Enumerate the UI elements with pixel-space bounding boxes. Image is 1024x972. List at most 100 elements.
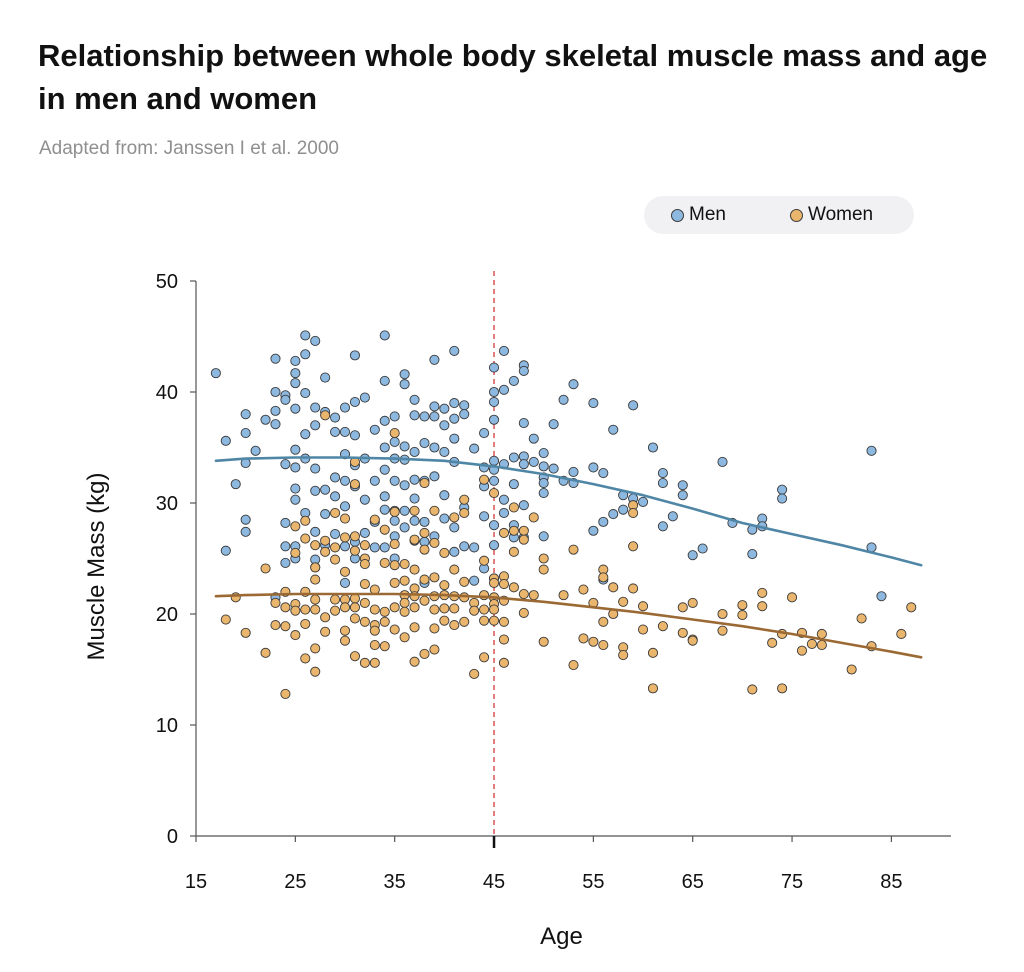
men-point <box>538 461 549 472</box>
women-point <box>280 688 291 699</box>
men-point <box>479 428 490 439</box>
women-point <box>300 653 311 664</box>
men-point <box>608 509 619 520</box>
men-point <box>339 402 351 413</box>
men-point <box>399 369 410 380</box>
men-point <box>320 484 331 495</box>
men-point <box>488 386 500 398</box>
women-point <box>290 630 301 641</box>
men-point <box>429 354 440 365</box>
men-point <box>310 335 321 346</box>
men-point <box>389 515 400 526</box>
women-point <box>379 616 390 627</box>
women-point <box>310 574 321 585</box>
women-point <box>260 647 271 658</box>
men-point <box>290 494 301 505</box>
women-point <box>598 640 609 651</box>
women-point <box>469 668 480 679</box>
men-point <box>330 412 341 423</box>
men-point <box>240 514 251 525</box>
men-point <box>488 362 500 373</box>
women-trendline <box>214 592 923 659</box>
men-point <box>280 541 291 552</box>
men-point <box>409 446 420 457</box>
women-point <box>687 597 698 608</box>
women-point <box>320 612 331 623</box>
men-point <box>588 462 599 473</box>
men-point <box>488 396 500 408</box>
women-point <box>310 594 321 605</box>
men-point <box>320 372 331 383</box>
women-point <box>290 605 301 616</box>
men-point <box>429 411 440 422</box>
x-tick-label: 45 <box>483 871 505 893</box>
women-point <box>508 502 519 513</box>
men-point <box>320 509 331 520</box>
women-point <box>449 620 460 631</box>
women-point <box>280 602 291 613</box>
men-point <box>339 577 351 588</box>
men-point <box>270 386 281 398</box>
women-point <box>409 564 420 575</box>
women-point <box>498 578 510 590</box>
men-point <box>647 442 659 453</box>
women-point <box>508 525 519 536</box>
women-point <box>479 474 490 485</box>
men-point <box>777 484 788 495</box>
men-point <box>528 456 539 467</box>
women-point <box>488 577 500 588</box>
women-point <box>757 601 768 612</box>
men-point <box>369 542 380 553</box>
men-point <box>449 413 460 424</box>
women-point <box>816 628 827 640</box>
women-point <box>359 657 370 668</box>
women-point <box>349 545 360 556</box>
women-point <box>379 641 390 652</box>
women-point <box>339 513 351 524</box>
women-point <box>359 616 370 627</box>
axis-labels: 15 25 35 45 55 65 75 85 0 10 20 30 40 50 Age Muscle Mas… <box>83 271 903 950</box>
women-point <box>429 623 440 634</box>
men-point <box>667 511 678 522</box>
x-tick-label: 15 <box>185 871 207 893</box>
women-point <box>419 477 430 489</box>
women-point <box>300 515 311 526</box>
men-point <box>449 398 460 409</box>
men-point <box>399 522 410 533</box>
women-point <box>419 595 430 606</box>
women-point <box>618 650 629 661</box>
women-point <box>300 604 311 615</box>
men-point <box>409 410 420 421</box>
women-point <box>608 582 619 593</box>
x-tick-label: 25 <box>284 871 306 893</box>
men-point <box>240 409 251 420</box>
women-point <box>677 627 688 638</box>
women-point <box>558 590 569 601</box>
women-point <box>568 660 579 671</box>
y-tick-label: 0 <box>167 826 178 848</box>
women-point <box>647 647 659 658</box>
women-point <box>409 534 420 545</box>
women-point <box>647 683 659 694</box>
men-point <box>449 522 460 533</box>
women-point <box>498 634 510 645</box>
men-point <box>389 436 400 448</box>
men-point <box>290 462 301 473</box>
men-point <box>469 443 480 454</box>
men-point <box>628 400 639 411</box>
men-point <box>429 442 440 453</box>
men-point <box>508 452 519 463</box>
men-point <box>429 401 440 412</box>
chart-axes <box>190 280 951 848</box>
men-point <box>310 463 321 474</box>
men-point <box>618 504 629 515</box>
men-point <box>330 529 341 540</box>
women-point <box>389 577 400 588</box>
women-point <box>320 626 331 637</box>
women-point <box>429 604 440 615</box>
women-point <box>379 557 390 568</box>
women-point <box>349 613 360 624</box>
women-point <box>469 605 480 616</box>
men-point <box>270 353 281 364</box>
men-point <box>379 491 390 502</box>
